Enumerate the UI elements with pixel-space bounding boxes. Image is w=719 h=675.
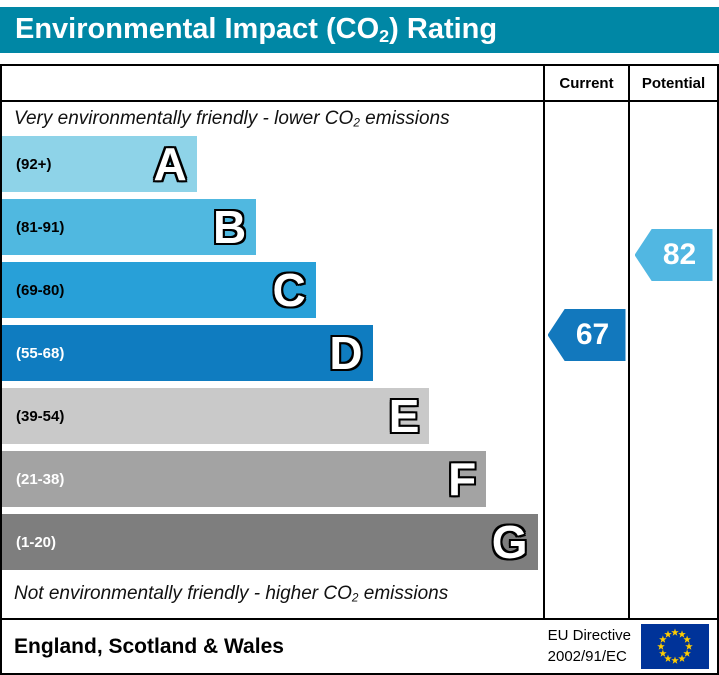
- band-row-g: (1-20) G: [2, 514, 543, 570]
- band-bar-g: (1-20) G: [2, 514, 538, 570]
- table-header-row: Current Potential: [2, 66, 717, 102]
- rating-table: Current Potential Very environmentally f…: [0, 64, 719, 620]
- current-column-header: Current: [543, 66, 628, 100]
- band-range-label: (1-20): [16, 533, 57, 551]
- band-range-label: (69-80): [16, 281, 65, 299]
- band-row-c: (69-80) C: [2, 262, 543, 318]
- band-letter: D: [329, 327, 363, 379]
- eu-directive-line1: EU Directive: [547, 627, 631, 645]
- band-bar-b: (81-91) B: [2, 199, 257, 255]
- band-letter: F: [448, 453, 477, 505]
- band-range-label: (55-68): [16, 344, 65, 362]
- top-note: Very environmentally friendly - lower CO…: [14, 108, 450, 130]
- potential-rating-marker: 82: [634, 229, 713, 281]
- page-title: Environmental Impact (CO2) Rating: [15, 13, 498, 46]
- current-column: 67: [543, 102, 628, 618]
- current-rating-marker: 67: [547, 309, 626, 361]
- band-letter: G: [491, 516, 528, 568]
- band-letter: E: [388, 390, 420, 442]
- band-bar-f: (21-38) F: [2, 451, 487, 507]
- band-bar-d: (55-68) D: [2, 325, 373, 381]
- potential-column: 82: [628, 102, 717, 618]
- band-bar-c: (69-80) C: [2, 262, 316, 318]
- eu-flag-icon: [641, 624, 709, 669]
- bottom-note: Not environmentally friendly - higher CO…: [14, 583, 449, 605]
- eu-directive-line2: 2002/91/EC: [547, 647, 627, 665]
- potential-rating-value: 82: [662, 238, 697, 271]
- band-range-label: (92+): [16, 155, 52, 173]
- title-bar: Environmental Impact (CO2) Rating: [0, 7, 719, 53]
- band-row-e: (39-54) E: [2, 388, 543, 444]
- band-letter: A: [153, 138, 187, 190]
- band-range-label: (39-54): [16, 407, 65, 425]
- band-range-label: (81-91): [16, 218, 65, 236]
- band-row-f: (21-38) F: [2, 451, 543, 507]
- table-body-row: Very environmentally friendly - lower CO…: [2, 102, 717, 618]
- potential-column-header: Potential: [628, 66, 717, 100]
- eu-directive-text: EU Directive 2002/91/EC: [548, 626, 631, 667]
- current-rating-value: 67: [575, 318, 610, 351]
- band-range-label: (21-38): [16, 470, 65, 488]
- band-row-b: (81-91) B: [2, 199, 543, 255]
- region-label: England, Scotland & Wales: [14, 634, 284, 658]
- header-spacer: [2, 66, 543, 100]
- bands-cell: Very environmentally friendly - lower CO…: [2, 102, 543, 618]
- band-letter: C: [272, 264, 306, 316]
- band-bar-e: (39-54) E: [2, 388, 430, 444]
- band-bar-a: (92+) A: [2, 136, 197, 192]
- bands: (92+) A (81-91) B (69-80) C (55-68) D (39-54) E (2…: [2, 136, 543, 570]
- band-letter: B: [213, 201, 247, 253]
- band-row-d: (55-68) D: [2, 325, 543, 381]
- band-row-a: (92+) A: [2, 136, 543, 192]
- footer: England, Scotland & Wales EU Directive 2…: [0, 620, 719, 675]
